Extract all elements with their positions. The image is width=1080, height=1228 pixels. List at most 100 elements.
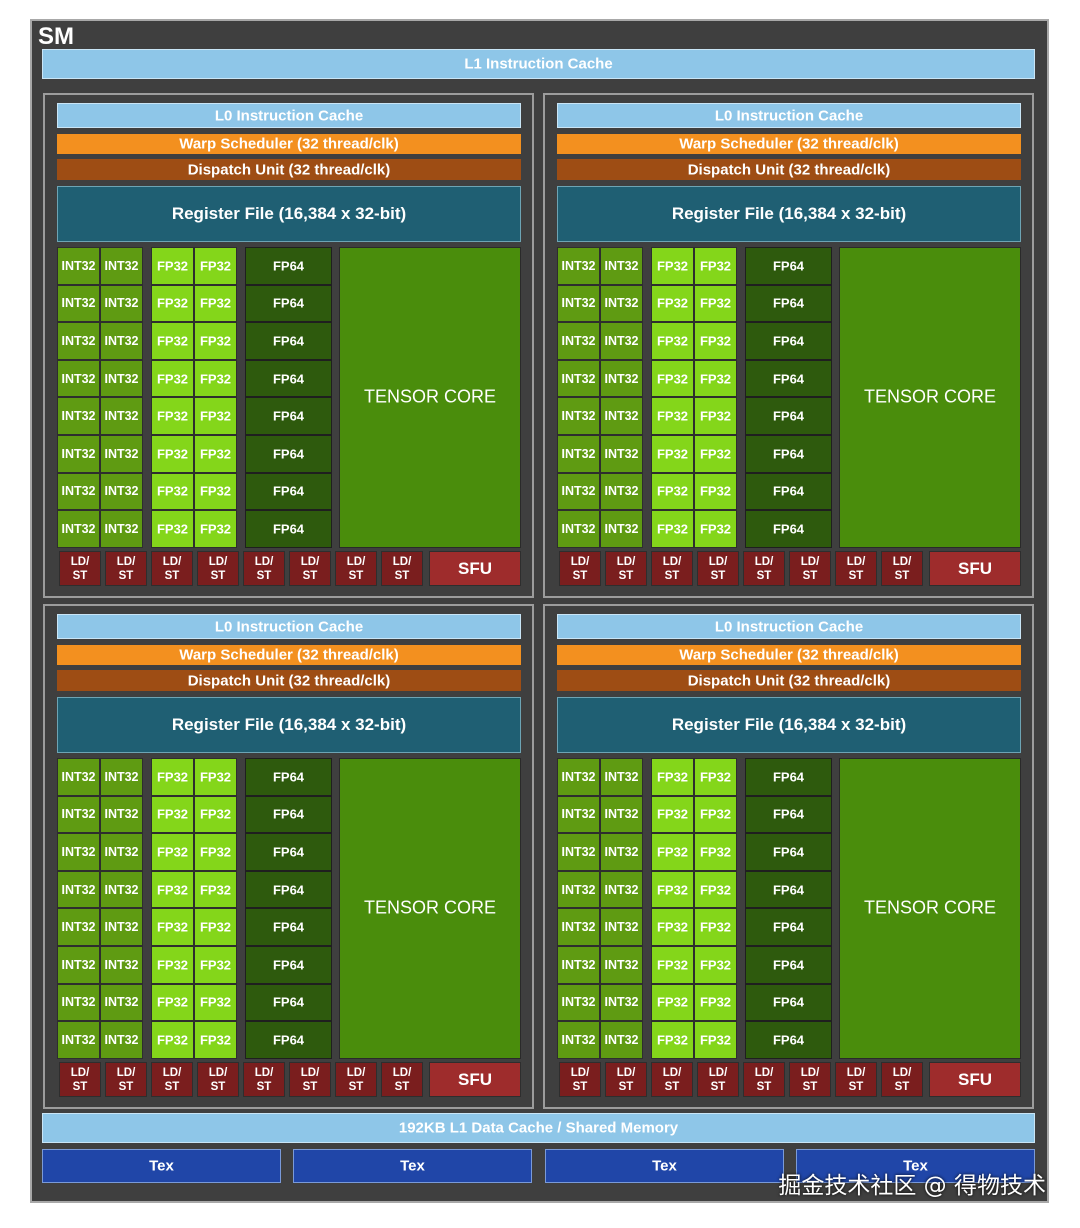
ld-st-label: LD/ ST	[662, 555, 682, 582]
int32-unit: INT32	[600, 908, 643, 946]
ld-st-unit: LD/ ST	[743, 551, 785, 586]
fp32-unit-label: FP32	[699, 446, 732, 462]
l1-instruction-cache: L1 Instruction Cache	[42, 49, 1035, 79]
ld-st-unit: LD/ ST	[559, 1062, 601, 1097]
int32-unit-label: INT32	[104, 371, 139, 386]
fp64-unit-label: FP64	[272, 408, 305, 424]
int32-unit-label: INT32	[61, 882, 96, 897]
warp-scheduler-label: Warp Scheduler (32 thread/clk)	[679, 646, 899, 664]
sfu-unit: SFU	[429, 551, 521, 586]
tensor-core: TENSOR CORE	[339, 758, 521, 1059]
fp32-unit-label: FP32	[699, 333, 732, 349]
fp32-unit: FP32	[694, 510, 737, 548]
int32-unit: INT32	[557, 435, 600, 473]
fp64-unit-label: FP64	[772, 295, 805, 311]
tensor-core: TENSOR CORE	[339, 247, 521, 548]
int32-unit: INT32	[557, 758, 600, 796]
fp32-unit: FP32	[694, 870, 737, 909]
fp32-unit: FP32	[651, 983, 694, 1022]
fp32-unit: FP32	[194, 870, 237, 909]
ld-st-label: LD/ ST	[570, 555, 590, 582]
int32-unit: INT32	[100, 435, 143, 473]
l0-instruction-cache: L0 Instruction Cache	[557, 614, 1021, 639]
processing-block: L0 Instruction Cache Warp Scheduler (32 t…	[43, 604, 534, 1109]
int32-unit: INT32	[57, 247, 100, 285]
int32-unit: INT32	[600, 795, 643, 834]
int32-unit: INT32	[557, 833, 600, 871]
fp32-unit-label: FP32	[699, 371, 732, 387]
fp32-unit: FP32	[151, 795, 194, 834]
int32-unit: INT32	[57, 946, 100, 984]
fp32-unit: FP32	[194, 322, 237, 360]
fp32-unit: FP32	[694, 983, 737, 1022]
ld-st-label: LD/ ST	[616, 555, 636, 582]
int32-unit-label: INT32	[561, 882, 596, 897]
warp-scheduler: Warp Scheduler (32 thread/clk)	[57, 645, 521, 665]
fp32-unit: FP32	[151, 946, 194, 984]
int32-unit: INT32	[57, 397, 100, 435]
int32-unit-label: INT32	[104, 995, 139, 1010]
fp64-unit: FP64	[245, 359, 332, 398]
int32-unit: INT32	[557, 397, 600, 435]
int32-unit-label: INT32	[604, 521, 639, 536]
ld-st-label: LD/ ST	[116, 1066, 136, 1093]
fp32-unit-label: FP32	[656, 521, 689, 537]
ld-st-unit: LD/ ST	[151, 551, 193, 586]
fp32-unit: FP32	[694, 359, 737, 398]
fp32-unit-label: FP32	[156, 882, 189, 898]
fp32-unit: FP32	[694, 795, 737, 834]
int32-unit: INT32	[57, 758, 100, 796]
fp64-unit: FP64	[745, 795, 832, 834]
tex-label: Tex	[400, 1157, 425, 1175]
int32-unit: INT32	[57, 359, 100, 398]
int32-unit: INT32	[57, 472, 100, 511]
fp32-unit-label: FP32	[199, 919, 232, 935]
warp-scheduler: Warp Scheduler (32 thread/clk)	[57, 134, 521, 154]
int32-unit: INT32	[557, 946, 600, 984]
dispatch-unit: Dispatch Unit (32 thread/clk)	[557, 159, 1021, 180]
int32-unit-label: INT32	[561, 844, 596, 859]
ld-st-unit: LD/ ST	[835, 1062, 877, 1097]
int32-unit: INT32	[557, 284, 600, 323]
fp32-unit: FP32	[151, 359, 194, 398]
int32-unit: INT32	[100, 510, 143, 548]
l0-instruction-cache: L0 Instruction Cache	[57, 614, 521, 639]
fp64-unit: FP64	[245, 472, 332, 511]
int32-unit-label: INT32	[561, 521, 596, 536]
int32-unit: INT32	[600, 472, 643, 511]
ld-st-unit: LD/ ST	[151, 1062, 193, 1097]
ld-st-unit: LD/ ST	[243, 551, 285, 586]
int32-unit-label: INT32	[604, 769, 639, 784]
ld-st-label: LD/ ST	[800, 555, 820, 582]
tensor-core-label: TENSOR CORE	[863, 386, 996, 407]
fp64-unit-label: FP64	[772, 769, 805, 785]
warp-scheduler-label: Warp Scheduler (32 thread/clk)	[179, 135, 399, 153]
tensor-core-label: TENSOR CORE	[363, 897, 496, 918]
int32-unit: INT32	[100, 247, 143, 285]
fp32-unit-label: FP32	[699, 1032, 732, 1048]
tex-unit: Tex	[42, 1149, 281, 1183]
fp64-unit-label: FP64	[272, 483, 305, 499]
warp-scheduler-label: Warp Scheduler (32 thread/clk)	[179, 646, 399, 664]
int32-unit-label: INT32	[61, 957, 96, 972]
int32-unit: INT32	[600, 758, 643, 796]
fp32-unit-label: FP32	[656, 408, 689, 424]
fp32-unit-label: FP32	[699, 521, 732, 537]
fp64-unit: FP64	[245, 833, 332, 871]
fp32-unit: FP32	[694, 247, 737, 285]
fp32-unit-label: FP32	[699, 919, 732, 935]
fp32-unit: FP32	[194, 1021, 237, 1059]
warp-scheduler: Warp Scheduler (32 thread/clk)	[557, 645, 1021, 665]
fp32-unit: FP32	[194, 359, 237, 398]
fp64-unit-label: FP64	[272, 882, 305, 898]
int32-unit: INT32	[557, 247, 600, 285]
tex-label: Tex	[903, 1157, 928, 1175]
fp32-unit: FP32	[151, 247, 194, 285]
fp32-unit: FP32	[151, 472, 194, 511]
fp32-unit-label: FP32	[699, 844, 732, 860]
l0-instruction-cache-label: L0 Instruction Cache	[214, 107, 364, 124]
fp64-unit: FP64	[245, 870, 332, 909]
int32-unit: INT32	[100, 1021, 143, 1059]
fp32-unit: FP32	[194, 795, 237, 834]
int32-unit-label: INT32	[61, 844, 96, 859]
